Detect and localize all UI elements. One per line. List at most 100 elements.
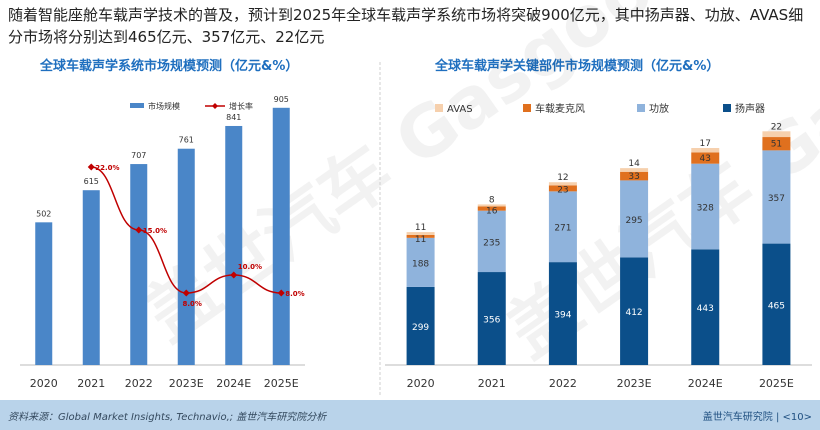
chart1-legend-bar-label: 市场规模 [148,101,180,111]
chart1-legend-line-marker [212,103,218,109]
chart2-segment-label: 465 [768,301,785,311]
chart2-segment [477,204,506,207]
chart1-growth-marker [277,289,285,297]
chart2-x-tick: 2023E [617,377,652,390]
chart2-segment-label: 356 [483,316,500,326]
chart1-x-tick: 2020 [30,377,58,390]
chart2-segment-label: 22 [771,122,782,132]
chart1-growth-marker [230,271,238,279]
chart1-bar-label: 707 [131,151,146,160]
chart2-segment-label: 394 [554,311,571,321]
chart2-segment [620,171,649,181]
chart1-bar [177,148,195,365]
source-note: 资料来源：Global Market Insights, Technavio,;… [8,412,327,423]
chart2-x-tick: 2022 [549,377,577,390]
chart1-bar [130,164,148,365]
chart2-segment [762,150,791,244]
chart1-bar [272,107,290,365]
chart2-segment [620,257,649,365]
chart2-legend-swatch [723,104,731,112]
chart1-x-tick: 2025E [264,377,299,390]
chart1-growth-label: 22.0% [95,164,119,172]
headline: 随着智能座舱车载声学技术的普及，预计到2025年全球车载声学系统市场将突破900… [8,6,804,46]
chart1-bar-label: 502 [36,209,51,218]
chart1-bar-label: 761 [179,136,194,145]
chart1-legend-bar-swatch [130,103,144,108]
chart2-segment-label: 443 [697,304,714,314]
charts-canvas: 盖世汽车 Gasgoo 盖世汽车 Gasgoo 5022020615202170… [20,0,820,395]
chart2-segment-label: 299 [412,323,429,333]
chart2-legend-swatch [523,104,531,112]
chart2-segment [691,152,720,164]
chart2-segment-label: 188 [412,259,429,269]
chart2-segment [548,185,577,192]
chart1-x-tick: 2022 [125,377,153,390]
page-number: <10> [782,412,812,423]
chart1-bar-label: 841 [226,113,241,122]
chart2-segment [477,206,506,211]
chart1-x-tick: 2021 [77,377,105,390]
chart2-legend-label: 车载麦克风 [535,102,585,115]
chart2-x-tick: 2021 [478,377,506,390]
chart1-growth-label: 15.0% [143,227,167,235]
chart2-segment-label: 11 [415,223,426,233]
chart2-legend-label: 功放 [649,102,669,115]
chart2-segment-label: 271 [554,224,571,234]
chart2-segment-label: 12 [557,173,568,183]
chart2-segment [406,286,435,365]
chart2-legend-swatch [435,104,443,112]
chart2-segment-label: 23 [557,185,568,195]
chart2-segment-label: 357 [768,194,785,204]
chart1-bar-label: 905 [274,95,289,104]
chart1-title: 全球车载声学系统市场规模预测（亿元&%） [40,59,299,74]
chart1-bar [35,222,53,365]
brand-name: 盖世汽车研究院 [702,412,773,423]
chart2-segment [548,191,577,263]
chart2-x-tick: 2024E [688,377,723,390]
chart2-segment-label: 14 [628,159,640,169]
chart1-x-tick: 2023E [169,377,204,390]
chart1-bar [82,190,100,365]
chart2-segment [406,232,435,235]
chart2-segment [548,182,577,186]
chart2-segment [762,137,791,151]
chart2-x-tick: 2025E [759,377,794,390]
chart2-segment [406,237,435,287]
chart2-segment-label: 16 [486,207,498,217]
brand-page: 盖世汽车研究院 | <10> [702,412,812,423]
chart2-segment-label: 235 [483,238,500,248]
chart2-segment [620,180,649,258]
chart1-growth-line [91,166,282,294]
chart2-legend-label: 扬声器 [735,102,765,115]
chart1-growth-label: 8.0% [285,290,304,298]
chart2-segment [620,168,649,172]
chart2-segment-label: 17 [700,139,711,149]
chart2-segment-label: 43 [700,154,711,164]
chart2-segment-label: 51 [771,140,782,150]
chart1-bar [225,125,243,366]
chart2-segment-label: 33 [628,172,639,182]
chart1-legend-line-label: 增长率 [229,101,253,111]
chart1-growth-marker [182,289,190,297]
chart1-growth-marker [135,226,143,234]
chart2-segment [762,243,791,365]
chart1-growth-marker [87,163,95,171]
chart2-segment-label: 8 [489,195,495,205]
chart2-segment-label: 295 [625,216,642,226]
chart2-segment [477,272,506,365]
chart1-x-tick: 2024E [216,377,251,390]
chart2-segment-label: 11 [415,235,426,245]
chart2-segment-label: 328 [697,204,714,214]
chart1-growth-label: 10.0% [238,263,262,271]
chart2-x-tick: 2020 [407,377,435,390]
footer: 资料来源：Global Market Insights, Technavio,;… [0,400,820,430]
chart2-segment [762,131,791,138]
chart2-segment [691,148,720,153]
chart2-segment [477,210,506,273]
chart2-legend-swatch [637,104,645,112]
chart2-segment [406,234,435,238]
chart2-segment [548,262,577,365]
chart2-legend-label: AVAS [447,104,473,115]
chart2-title: 全球车载声学关键部件市场规模预测（亿元&%） [435,59,720,74]
chart2-segment-label: 412 [625,308,642,318]
